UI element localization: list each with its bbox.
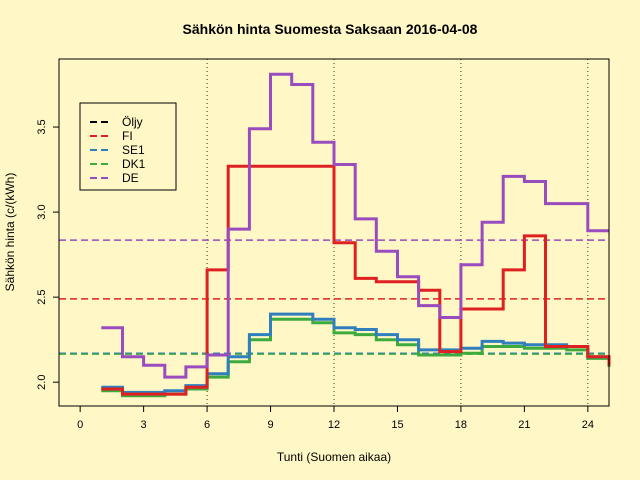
x-tick-label-9: 9 [267,419,273,431]
x-axis-label: Tunti (Suomen aikaa) [277,450,391,464]
legend-label-0: Öljy [122,115,143,129]
y-tick-label-0: 2.0 [36,375,48,390]
y-tick-label-2: 3.0 [36,204,48,219]
x-tick-label-24: 24 [582,419,594,431]
x-tick-label-18: 18 [455,419,467,431]
series-lines [101,72,611,398]
y-axis: 2.0 2.5 3.0 3.5 [36,119,59,390]
series-line-se1 [101,312,611,394]
x-tick-label-0: 0 [77,419,83,431]
legend-box [79,102,177,191]
x-tick-label-6: 6 [204,419,210,431]
y-axis-label: Sähkön hinta (c/(kWh) [3,173,17,292]
x-tick-label-15: 15 [391,419,403,431]
chart-title: Sähkön hinta Suomesta Saksaan 2016-04-08 [183,21,478,37]
x-tick-label-12: 12 [328,419,340,431]
legend-label-2: SE1 [122,143,145,157]
y-tick-label-3: 3.5 [36,119,48,134]
x-tick-label-21: 21 [518,419,530,431]
legend-label-3: DK1 [122,157,146,171]
legend-label-4: DE [122,171,139,185]
x-tick-label-3: 3 [141,419,147,431]
x-axis: 0 3 6 9 12 15 18 21 24 [77,406,594,431]
series-line-de [101,72,609,379]
y-tick-label-1: 2.5 [36,289,48,304]
series-line-dk1 [101,317,611,398]
series-line-fi [101,164,611,396]
legend-label-1: FI [122,129,133,143]
